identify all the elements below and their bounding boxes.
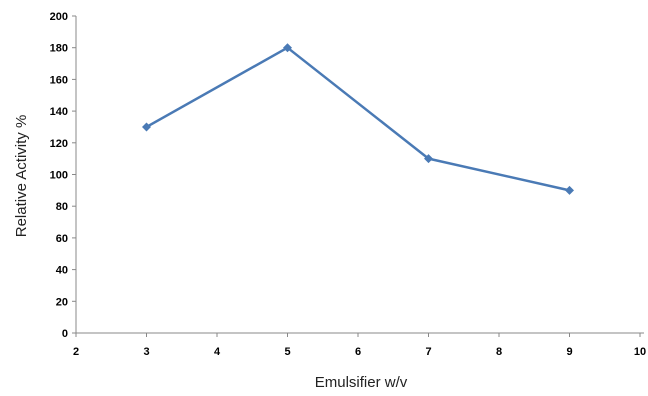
x-axis-title: Emulsifier w/v <box>315 374 408 391</box>
data-point-diamond <box>142 122 151 132</box>
x-tick-label: 8 <box>496 346 502 358</box>
data-point-diamond <box>424 154 433 164</box>
y-tick-label: 80 <box>56 201 68 213</box>
series-layer <box>142 43 574 195</box>
x-tick-label: 9 <box>566 346 572 358</box>
x-tick-label: 3 <box>143 346 149 358</box>
x-tick-label: 6 <box>355 346 361 358</box>
y-tick-label: 0 <box>62 328 68 340</box>
y-tick-label: 140 <box>50 106 68 118</box>
y-tick-label: 20 <box>56 296 68 308</box>
series-line <box>145 46 570 192</box>
y-tick-label: 100 <box>50 170 68 182</box>
data-point-diamond <box>283 43 292 53</box>
y-tick-label: 180 <box>50 43 68 55</box>
x-tick-label: 5 <box>284 346 290 358</box>
x-tick-label: 7 <box>425 346 431 358</box>
y-tick-label: 200 <box>50 11 68 23</box>
y-tick-label: 40 <box>56 265 68 277</box>
data-point-diamond <box>565 185 574 195</box>
y-axis-ticks: 0 20 40 60 80 100 120 140 160 180 200 <box>50 11 76 340</box>
y-axis-title: Relative Activity % <box>13 115 30 238</box>
y-tick-label: 160 <box>50 74 68 86</box>
x-tick-label: 2 <box>73 346 79 358</box>
y-tick-label: 60 <box>56 233 68 245</box>
x-tick-label: 10 <box>634 346 646 358</box>
x-axis-ticks: 2 3 4 5 6 7 8 9 10 <box>73 333 646 358</box>
y-tick-label: 120 <box>50 138 68 150</box>
x-tick-label: 4 <box>214 346 221 358</box>
